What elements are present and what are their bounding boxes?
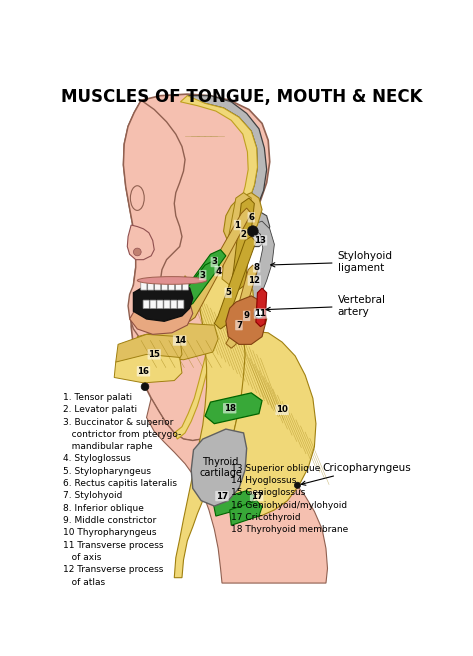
Text: of atlas: of atlas — [63, 578, 105, 586]
Text: 12 Transverse process: 12 Transverse process — [63, 565, 164, 575]
Text: Vertebral
artery: Vertebral artery — [266, 295, 385, 317]
Text: 15: 15 — [149, 350, 160, 359]
Text: 11: 11 — [254, 309, 266, 318]
FancyBboxPatch shape — [171, 300, 177, 308]
Polygon shape — [226, 265, 257, 348]
Polygon shape — [231, 198, 254, 291]
Circle shape — [247, 226, 258, 237]
Text: 4. Styloglossus: 4. Styloglossus — [63, 455, 131, 464]
Text: 2: 2 — [241, 230, 246, 239]
Text: 13 Superior oblique: 13 Superior oblique — [231, 464, 321, 473]
Polygon shape — [226, 296, 267, 344]
Text: 6: 6 — [248, 213, 254, 222]
Ellipse shape — [137, 277, 207, 284]
FancyBboxPatch shape — [175, 280, 182, 290]
FancyBboxPatch shape — [143, 300, 149, 308]
Text: MUSCLES OF TONGUE, MOUTH & NECK: MUSCLES OF TONGUE, MOUTH & NECK — [61, 88, 423, 106]
Text: 5: 5 — [225, 288, 231, 297]
Text: 18 Thyrohyoid membrane: 18 Thyrohyoid membrane — [231, 525, 349, 535]
Circle shape — [254, 309, 263, 318]
Text: 14 Hyoglossus: 14 Hyoglossus — [231, 476, 297, 485]
Circle shape — [141, 383, 149, 390]
Polygon shape — [205, 393, 262, 424]
Text: 17 Cricothyroid: 17 Cricothyroid — [231, 513, 301, 522]
FancyBboxPatch shape — [150, 300, 156, 308]
Polygon shape — [130, 296, 193, 335]
Text: 14: 14 — [174, 336, 186, 345]
FancyBboxPatch shape — [183, 280, 189, 290]
Polygon shape — [181, 260, 219, 306]
Polygon shape — [222, 193, 251, 285]
Ellipse shape — [131, 186, 144, 211]
Text: 18: 18 — [224, 404, 236, 413]
Polygon shape — [127, 225, 154, 260]
Text: 12: 12 — [248, 276, 260, 285]
Text: 10: 10 — [276, 405, 288, 415]
Text: 15 Genioglossus: 15 Genioglossus — [231, 488, 306, 497]
Circle shape — [294, 482, 300, 488]
Text: 10 Thyropharyngeus: 10 Thyropharyngeus — [63, 528, 157, 537]
Text: 4: 4 — [215, 267, 221, 276]
Text: mandibular raphe: mandibular raphe — [63, 442, 153, 451]
Text: 5. Stylopharyngeus: 5. Stylopharyngeus — [63, 467, 151, 476]
FancyBboxPatch shape — [141, 280, 147, 290]
Polygon shape — [187, 250, 226, 296]
Text: 7. Stylohyoid: 7. Stylohyoid — [63, 491, 123, 501]
Text: of axis: of axis — [63, 553, 102, 562]
Polygon shape — [147, 325, 327, 583]
Polygon shape — [239, 211, 270, 247]
Text: 16: 16 — [138, 367, 149, 376]
Polygon shape — [224, 193, 262, 247]
Text: 2. Levator palati: 2. Levator palati — [63, 405, 138, 414]
Polygon shape — [123, 100, 185, 340]
Text: Stylohyoid
ligament: Stylohyoid ligament — [271, 251, 393, 273]
FancyBboxPatch shape — [178, 300, 184, 308]
FancyBboxPatch shape — [164, 300, 170, 308]
Text: 9: 9 — [244, 312, 250, 320]
Text: 8: 8 — [254, 263, 260, 272]
Polygon shape — [218, 331, 316, 516]
Polygon shape — [133, 281, 193, 321]
Text: 11 Transverse process: 11 Transverse process — [63, 541, 164, 550]
Polygon shape — [191, 429, 246, 506]
Circle shape — [133, 248, 141, 256]
Polygon shape — [114, 354, 182, 383]
Polygon shape — [137, 323, 218, 359]
FancyBboxPatch shape — [168, 280, 175, 290]
FancyBboxPatch shape — [157, 300, 163, 308]
Text: 6. Rectus capitis lateralis: 6. Rectus capitis lateralis — [63, 479, 177, 488]
Text: 17: 17 — [251, 491, 263, 501]
FancyBboxPatch shape — [148, 280, 154, 290]
Text: Thyroid
cartilage: Thyroid cartilage — [199, 457, 242, 478]
FancyBboxPatch shape — [162, 280, 168, 290]
Polygon shape — [123, 94, 270, 441]
Text: 13: 13 — [254, 236, 266, 245]
Text: Cricopharyngeus: Cricopharyngeus — [301, 462, 411, 485]
Polygon shape — [214, 237, 256, 329]
Text: 7: 7 — [236, 321, 242, 329]
Text: 8. Inferior oblique: 8. Inferior oblique — [63, 504, 144, 513]
Text: 3. Buccinator & superior: 3. Buccinator & superior — [63, 417, 174, 426]
Polygon shape — [187, 96, 267, 225]
Polygon shape — [230, 501, 262, 525]
Text: 9. Middle constrictor: 9. Middle constrictor — [63, 516, 157, 525]
Polygon shape — [174, 273, 254, 578]
Polygon shape — [213, 491, 254, 516]
FancyBboxPatch shape — [155, 280, 161, 290]
Text: 1. Tensor palati: 1. Tensor palati — [63, 393, 132, 402]
Text: contrictor from pterygo-: contrictor from pterygo- — [63, 430, 182, 439]
Text: 16 Geniohyoid/mylohyoid: 16 Geniohyoid/mylohyoid — [231, 501, 347, 510]
Polygon shape — [184, 208, 251, 321]
Text: 17: 17 — [216, 491, 228, 501]
Polygon shape — [116, 335, 182, 367]
Polygon shape — [174, 96, 257, 439]
Text: 3: 3 — [200, 270, 206, 279]
Polygon shape — [234, 221, 274, 363]
Text: 3: 3 — [211, 257, 217, 266]
Text: 1: 1 — [235, 220, 240, 230]
Polygon shape — [256, 288, 267, 327]
